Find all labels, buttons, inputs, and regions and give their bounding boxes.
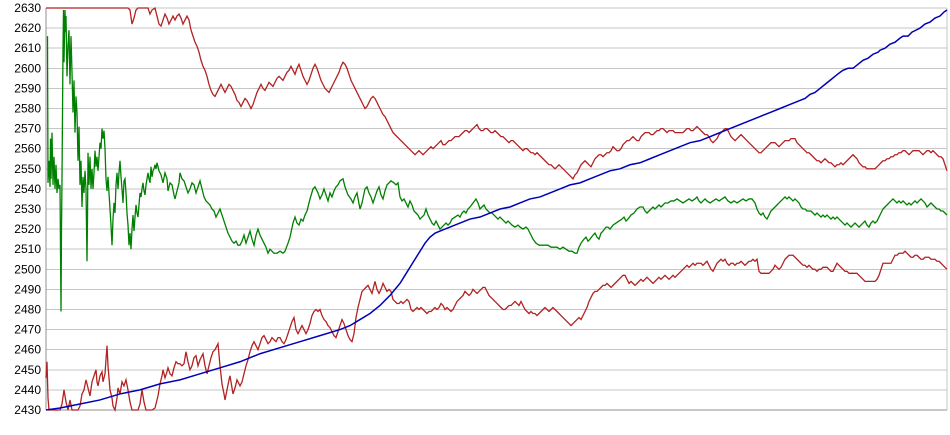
y-axis-label: 2630 — [14, 1, 41, 15]
series-blue-cumulative-line — [45, 9, 948, 411]
y-axis-label: 2610 — [14, 41, 41, 55]
y-axis-label: 2600 — [14, 61, 41, 75]
y-axis-label: 2500 — [14, 262, 41, 276]
y-axis-label: 2480 — [14, 303, 41, 317]
y-axis-label: 2540 — [14, 182, 41, 196]
y-axis-label: 2510 — [14, 242, 41, 256]
y-axis-label: 2620 — [14, 21, 41, 35]
series-upper-red-band — [46, 6, 948, 180]
y-axis-label: 2460 — [14, 343, 41, 357]
y-axis-label: 2590 — [14, 81, 41, 95]
series-green-mid-line — [46, 9, 948, 312]
y-axis-label: 2560 — [14, 142, 41, 156]
y-axis-label: 2440 — [14, 383, 41, 397]
y-axis-label: 2490 — [14, 282, 41, 296]
y-axis-label: 2520 — [14, 222, 41, 236]
y-axis-label: 2530 — [14, 202, 41, 216]
y-axis-label: 2550 — [14, 162, 41, 176]
y-axis-label: 2450 — [14, 363, 41, 377]
y-axis-label: 2470 — [14, 323, 41, 337]
y-axis-label: 2430 — [14, 403, 41, 417]
y-axis-label: 2580 — [14, 102, 41, 116]
y-axis-label: 2570 — [14, 122, 41, 136]
series-lower-red-band — [45, 250, 948, 413]
